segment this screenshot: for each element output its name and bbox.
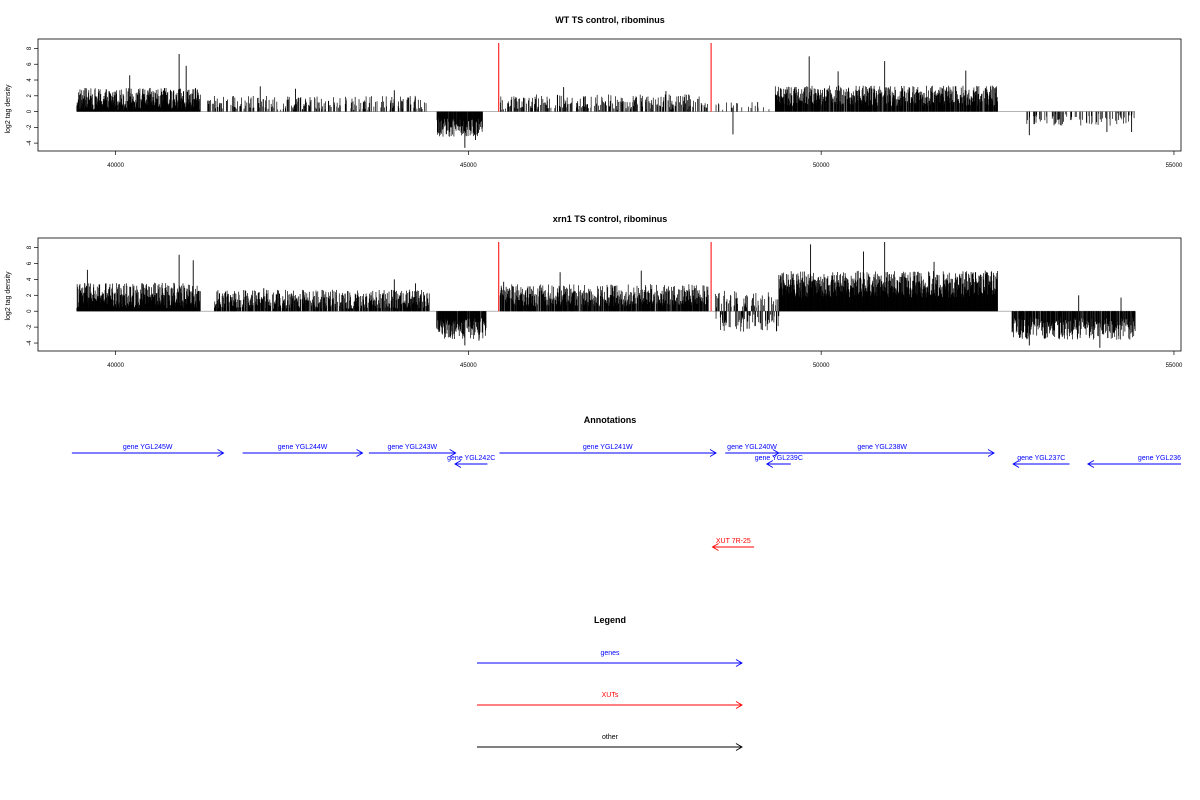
annotation-feature: gene YGL237C — [1012, 455, 1070, 468]
coverage-segment — [1026, 111, 1135, 136]
feature-label: gene YGL245W — [123, 444, 173, 451]
panel-wt-ylabel: log2 tag density — [5, 84, 12, 134]
feature-label: XUT 7R-25 — [716, 538, 751, 545]
annotation-feature: gene YGL245W — [71, 444, 225, 457]
y-tick-label: 4 — [27, 277, 33, 281]
coverage-segment — [207, 86, 427, 112]
x-tick-label: 45000 — [460, 363, 477, 369]
panel-wt-bars — [76, 53, 1136, 148]
legend-item-other: other — [477, 734, 743, 751]
legend-label: other — [602, 734, 619, 741]
panel-xrn1-bars — [76, 241, 1136, 348]
feature-arrowhead — [711, 543, 719, 551]
x-tick-label: 40000 — [107, 363, 124, 369]
y-tick-label: 8 — [27, 46, 33, 50]
legend-label: genes — [600, 650, 620, 657]
x-tick-label: 55000 — [1166, 163, 1183, 169]
y-tick-label: 6 — [27, 261, 33, 265]
y-tick-label: 0 — [27, 309, 33, 313]
feature-arrowhead — [1012, 460, 1020, 468]
annotation-feature: gene YGL242C — [447, 455, 495, 468]
y-tick-label: 2 — [27, 93, 33, 97]
legend-item-genes: genes — [477, 650, 743, 667]
y-tick-label: 2 — [27, 293, 33, 297]
feature-arrowhead — [987, 449, 995, 457]
legend-arrowhead — [735, 659, 743, 667]
y-tick-label: 0 — [27, 109, 33, 113]
x-tick-label: 55000 — [1166, 363, 1183, 369]
panel-wt: WT TS control, ribominus log2 tag densit… — [5, 15, 1183, 169]
annotation-feature: gene YGL241W — [499, 444, 717, 457]
feature-arrowhead — [765, 460, 774, 468]
panel-xrn1-y-axis: -4 -2 0 2 4 6 8 — [27, 245, 38, 346]
panel-xrn1-markers — [498, 242, 712, 312]
panel-xrn1-title: xrn1 TS control, ribominus — [553, 214, 668, 224]
feature-arrowhead — [217, 449, 225, 457]
annotations-track: Annotations gene YGL245W gene YGL244W gene… — [71, 415, 1181, 551]
legend-items: genes XUTs other — [477, 650, 743, 751]
feature-arrowhead — [709, 449, 717, 457]
annotations-title: Annotations — [584, 415, 637, 425]
feature-label: gene YGL243W — [387, 444, 437, 451]
feature-label: gene YGL238W — [857, 444, 907, 451]
panel-xrn1: xrn1 TS control, ribominus log2 tag dens… — [5, 214, 1183, 369]
feature-label: gene YGL244W — [278, 444, 328, 451]
annotation-feature: gene YGL244W — [242, 444, 364, 457]
coverage-segment — [436, 311, 487, 346]
coverage-segment — [774, 56, 998, 112]
feature-label: gene YGL241W — [583, 444, 633, 451]
feature-arrowhead — [1086, 460, 1095, 468]
panel-wt-x-axis: 40000 45000 50000 55000 — [107, 151, 1183, 169]
legend-item-xuts: XUTs — [477, 692, 743, 709]
coverage-segment — [1011, 295, 1136, 348]
x-tick-label: 50000 — [813, 163, 830, 169]
coverage-segment — [499, 270, 709, 312]
x-tick-label: 40000 — [107, 163, 124, 169]
annotation-feature: gene YGL239C — [755, 455, 803, 468]
annotation-features: gene YGL245W gene YGL244W gene YGL243W gene… — [71, 444, 1181, 551]
coverage-segment — [76, 53, 201, 112]
y-tick-label: -2 — [27, 124, 33, 130]
legend-arrowhead — [735, 701, 743, 709]
feature-label: gene YGL240W — [727, 444, 777, 451]
x-tick-label: 50000 — [813, 363, 830, 369]
panel-xrn1-frame — [37, 237, 1182, 352]
annotation-feature: gene YGL243W — [368, 444, 457, 457]
y-tick-label: 4 — [27, 78, 33, 82]
legend-title: Legend — [594, 615, 626, 625]
annotation-feature: gene YGL236 — [1086, 455, 1181, 468]
feature-arrowhead — [356, 449, 364, 457]
feature-label: gene YGL237C — [1017, 455, 1065, 462]
coverage-segment — [715, 102, 770, 135]
y-tick-label: -4 — [27, 340, 33, 346]
feature-arrowhead — [449, 449, 457, 457]
coverage-segment — [76, 254, 201, 312]
panel-wt-markers — [498, 43, 712, 112]
coverage-segment — [436, 111, 483, 148]
coverage-segment — [500, 87, 708, 112]
panel-wt-y-axis: -4 -2 0 2 4 6 8 — [27, 46, 38, 146]
coverage-segment — [214, 279, 430, 312]
legend-label: XUTs — [602, 692, 619, 699]
panel-wt-frame — [37, 38, 1182, 152]
panel-wt-title: WT TS control, ribominus — [555, 15, 665, 25]
coverage-segment — [714, 290, 780, 332]
coverage-segment — [778, 241, 998, 312]
y-tick-label: -2 — [27, 324, 33, 330]
x-tick-label: 45000 — [460, 163, 477, 169]
y-tick-label: 6 — [27, 62, 33, 66]
feature-arrowhead — [454, 460, 462, 468]
y-tick-label: -4 — [27, 140, 33, 146]
annotation-feature: XUT 7R-25 — [711, 538, 755, 551]
panel-xrn1-ylabel: log2 tag density — [5, 271, 12, 321]
legend: Legend genes XUTs other — [477, 615, 743, 751]
annotation-feature: gene YGL238W — [770, 444, 995, 457]
feature-label: gene YGL236 — [1138, 455, 1181, 462]
feature-label: gene YGL242C — [447, 455, 495, 462]
y-tick-label: 8 — [27, 245, 33, 249]
legend-arrowhead — [735, 743, 743, 751]
feature-label: gene YGL239C — [755, 455, 803, 462]
panel-xrn1-x-axis: 40000 45000 50000 55000 — [107, 351, 1183, 369]
